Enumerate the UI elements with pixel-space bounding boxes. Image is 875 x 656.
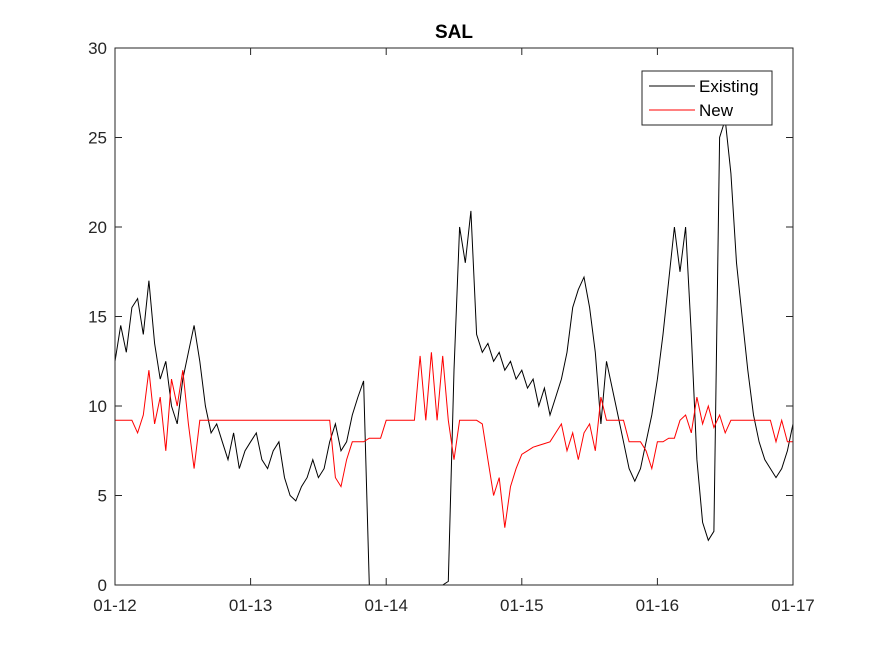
x-tick-label: 01-13 bbox=[229, 596, 272, 615]
y-tick-label: 20 bbox=[88, 218, 107, 237]
x-tick-label: 01-14 bbox=[364, 596, 407, 615]
y-tick-label: 25 bbox=[88, 129, 107, 148]
x-tick-label: 01-16 bbox=[636, 596, 679, 615]
legend-box bbox=[641, 70, 773, 126]
x-tick-label: 01-17 bbox=[771, 596, 814, 615]
y-tick-label: 5 bbox=[98, 487, 107, 506]
x-tick-label: 01-15 bbox=[500, 596, 543, 615]
chart-title: SAL bbox=[435, 22, 473, 43]
legend: Existing New bbox=[641, 70, 773, 126]
series-line-new bbox=[115, 352, 794, 537]
x-tick-label: 01-12 bbox=[93, 596, 136, 615]
legend-label-new: New bbox=[699, 101, 734, 120]
y-tick-label: 10 bbox=[88, 397, 107, 416]
y-tick-label: 30 bbox=[88, 39, 107, 58]
y-axis: 0 5 10 15 20 25 30 bbox=[88, 39, 793, 595]
y-tick-label: 15 bbox=[88, 308, 107, 327]
legend-label-existing: Existing bbox=[699, 77, 759, 96]
x-axis: 01-12 01-13 01-14 01-15 01-16 01-17 bbox=[93, 48, 815, 615]
y-tick-label: 0 bbox=[98, 576, 107, 595]
